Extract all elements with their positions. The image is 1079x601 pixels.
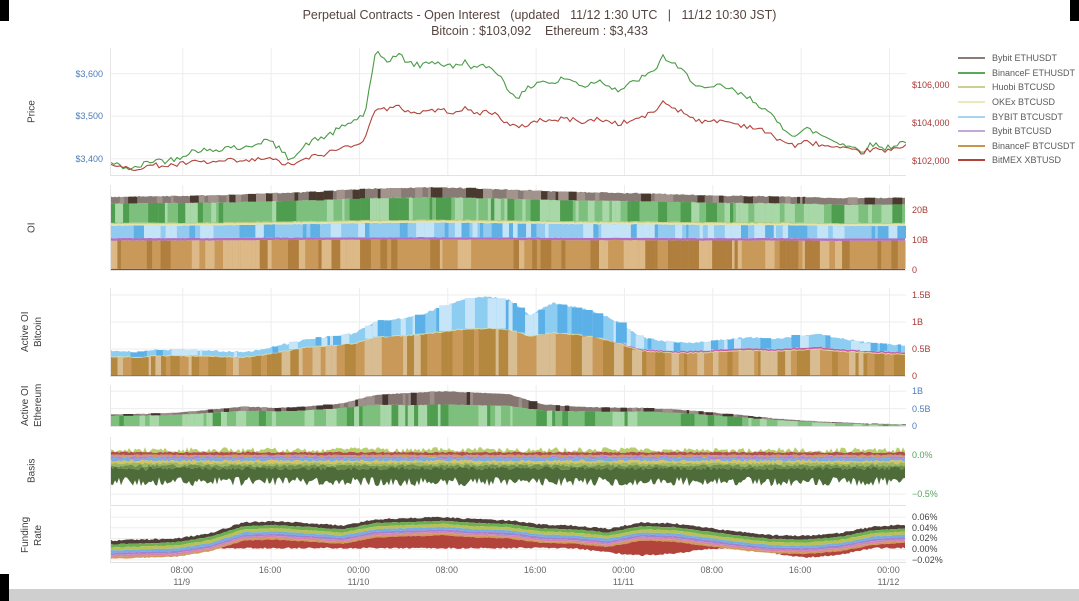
legend-line-swatch [958, 71, 985, 74]
active_oi_bitcoin-ytick-right: 0 [912, 371, 918, 381]
legend-line-swatch [958, 57, 985, 60]
xaxis-time-tick: 16:00 [258, 565, 282, 575]
active_oi_ethereum-ytick-right: 1B [912, 386, 924, 397]
active_oi_bitcoin-ytick-right: 0.5B [912, 344, 931, 354]
oi-ytick-right: 20B [912, 205, 929, 216]
oi-plot [111, 185, 906, 270]
panel-price [110, 48, 906, 176]
oi-ytick-right: 0 [912, 265, 918, 275]
xaxis-time-tick: 08:00 [435, 565, 459, 575]
bottom-letterbox-bar [0, 589, 1079, 601]
panel-label-basis: Basis [26, 458, 38, 484]
price-ytick-left: $3,500 [75, 111, 103, 122]
panel-label-oi: OI [26, 222, 38, 233]
active_oi_bitcoin-ytick-right: 1B [912, 317, 924, 327]
legend-label: OKEx BTCUSD [992, 97, 1056, 108]
basis-plot [111, 437, 906, 505]
panel-label-active_oi_bitcoin: Active OI Bitcoin [20, 311, 44, 353]
legend-item: BYBIT BTCUSDT [958, 109, 1075, 124]
funding_rate-ytick-right: 0.00% [912, 544, 938, 555]
active_oi_ethereum-ytick-right: 0.5B [912, 403, 931, 414]
panel-label-active_oi_ethereum: Active OI Ethereum [20, 383, 44, 428]
price-ytick-right: $106,000 [912, 79, 950, 90]
price-plot [111, 48, 906, 175]
xaxis-date-tick: 11/9 [173, 577, 191, 587]
xaxis-time-tick: 16:00 [523, 565, 547, 575]
basis-ytick-right: 0.0% [912, 449, 933, 460]
price-ytick-left: $3,400 [75, 153, 103, 164]
legend-item: Bybit BTCUSD [958, 124, 1075, 139]
active_oi_bitcoin-ytick-right: 1.5B [912, 290, 931, 301]
funding_rate-ytick-right: −0.02% [912, 554, 943, 565]
legend-line-swatch [958, 101, 985, 104]
price-ytick-right: $102,000 [912, 155, 950, 166]
funding_rate-plot [111, 508, 906, 562]
screen-corner-artifact-top-left [0, 0, 9, 21]
panel-label-funding_rate: Funding Rate [20, 516, 44, 554]
legend-line-swatch [958, 159, 985, 162]
xaxis-time-tick: 08:00 [170, 565, 194, 575]
legend-label: Bybit ETHUSDT [992, 53, 1058, 64]
xaxis-time-tick: 00:00 [877, 565, 900, 575]
panel-oi [110, 185, 906, 271]
funding_rate-ytick-right: 0.02% [912, 533, 938, 544]
panel-funding_rate [110, 508, 906, 563]
xaxis-time-tick: 00:00 [347, 565, 370, 575]
legend-line-swatch [958, 86, 985, 89]
legend-item: OKEx BTCUSD [958, 95, 1075, 110]
basis-ytick-right: −0.5% [912, 489, 938, 500]
legend-label: BYBIT BTCUSDT [992, 111, 1063, 122]
funding_rate-ytick-right: 0.04% [912, 522, 938, 533]
screen-corner-artifact-top-right [1070, 0, 1079, 21]
xaxis-time-tick: 00:00 [612, 565, 635, 575]
price-ytick-right: $104,000 [912, 117, 950, 128]
active_oi_ethereum-plot [111, 385, 906, 426]
chart-legend: Bybit ETHUSDT BinanceF ETHUSDT Huobi BTCUS… [958, 51, 1075, 168]
legend-item: BinanceF ETHUSDT [958, 66, 1075, 81]
xaxis-time-tick: 08:00 [700, 565, 724, 575]
panel-basis [110, 437, 906, 506]
funding_rate-ytick-right: 0.06% [912, 512, 938, 523]
active_oi_bitcoin-plot [111, 288, 906, 376]
xaxis-time-tick: 16:00 [788, 565, 812, 575]
active_oi_ethereum-ytick-right: 0 [912, 421, 918, 431]
legend-item: Huobi BTCUSD [958, 80, 1075, 95]
xaxis-date-tick: 11/10 [347, 577, 370, 587]
page-subtitle: Bitcoin : $103,092 Ethereum : $3,433 [431, 24, 648, 38]
legend-label: BitMEX XBTUSD [992, 155, 1062, 166]
price-ytick-left: $3,600 [75, 68, 103, 79]
xaxis-date-tick: 11/11 [612, 577, 635, 587]
legend-label: Bybit BTCUSD [992, 126, 1052, 137]
legend-item: BitMEX XBTUSD [958, 153, 1075, 168]
legend-line-swatch [958, 144, 985, 147]
xaxis-date-tick: 11/12 [877, 577, 900, 587]
screen-corner-artifact-bottom-left [0, 574, 9, 601]
legend-line-swatch [958, 115, 985, 118]
legend-line-swatch [958, 130, 985, 133]
legend-label: BinanceF BTCUSDT [992, 140, 1076, 151]
oi-ytick-right: 10B [912, 235, 929, 246]
page-title: Perpetual Contracts - Open Interest (upd… [302, 8, 777, 22]
legend-item: BinanceF BTCUSDT [958, 139, 1075, 154]
panel-active_oi_ethereum [110, 385, 906, 427]
legend-item: Bybit ETHUSDT [958, 51, 1075, 66]
legend-label: Huobi BTCUSD [992, 82, 1056, 93]
panel-active_oi_bitcoin [110, 288, 906, 377]
legend-label: BinanceF ETHUSDT [992, 67, 1076, 78]
